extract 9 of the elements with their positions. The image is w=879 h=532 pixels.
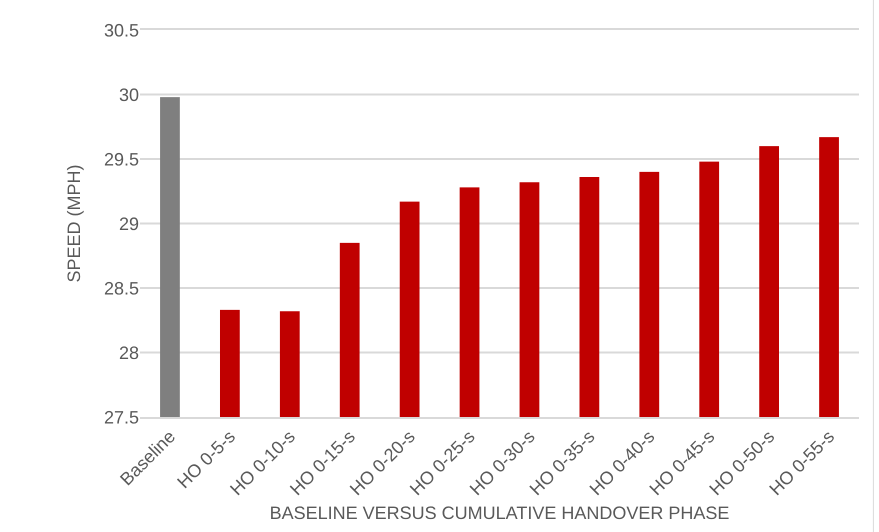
y-tick-label: 30 xyxy=(118,84,139,105)
y-tick-label: 29.5 xyxy=(104,149,139,170)
y-tick-label: 30.5 xyxy=(104,20,139,40)
y-tick-label: 29 xyxy=(118,214,139,234)
y-tick-label: 27.5 xyxy=(104,407,139,428)
x-axis-title: BASELINE VERSUS CUMULATIVE HANDOVER PHASE xyxy=(270,502,730,523)
y-tick-label: 28 xyxy=(118,342,139,363)
y-tick-label: 28.5 xyxy=(104,278,139,298)
y-axis-title: SPEED (MPH) xyxy=(64,164,84,283)
